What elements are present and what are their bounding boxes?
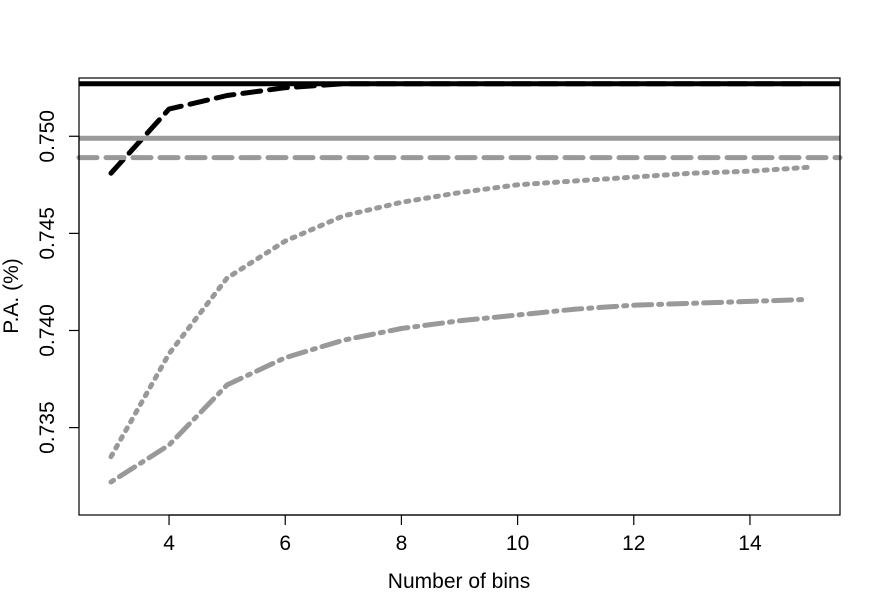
x-tick-label: 4 bbox=[163, 532, 175, 555]
x-tick-label: 6 bbox=[279, 532, 291, 555]
series-layer bbox=[76, 81, 843, 485]
series-line-5 bbox=[108, 164, 811, 460]
y-axis: 0.735 0.740 0.745 0.750 bbox=[36, 110, 80, 454]
y-tick-label: 0.745 bbox=[36, 207, 59, 260]
y-axis-label: P.A. (%) bbox=[0, 258, 23, 333]
y-tick-label: 0.740 bbox=[36, 304, 59, 357]
series-line-6 bbox=[108, 296, 811, 485]
x-tick-label: 14 bbox=[738, 532, 762, 555]
x-tick-label: 12 bbox=[622, 532, 645, 555]
y-tick-label: 0.750 bbox=[36, 110, 59, 163]
x-axis-label: Number of bins bbox=[388, 570, 530, 593]
x-tick-label: 10 bbox=[506, 532, 529, 555]
x-tick-label: 8 bbox=[396, 532, 408, 555]
x-axis: 4 6 8 10 12 14 bbox=[163, 514, 762, 555]
y-tick-label: 0.735 bbox=[36, 401, 59, 454]
series-line-2 bbox=[108, 81, 811, 176]
